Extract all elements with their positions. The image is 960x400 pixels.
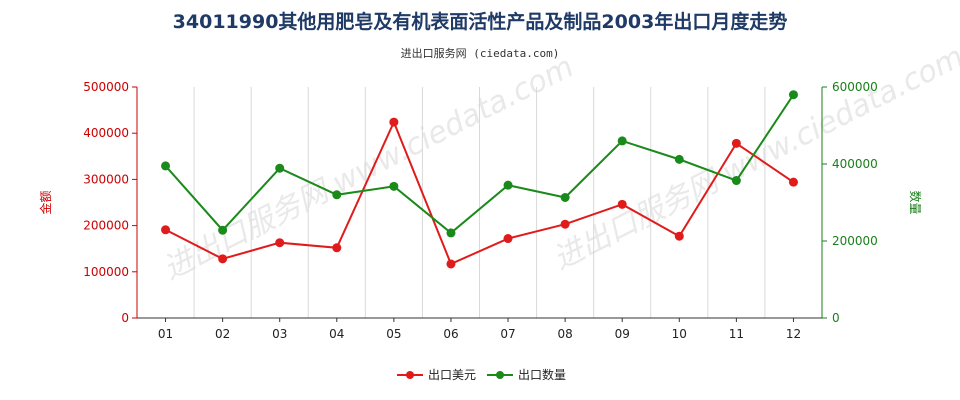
series-1-point xyxy=(218,254,228,264)
chart-title: 34011990其他用肥皂及有机表面活性产品及制品2003年出口月度走势 xyxy=(173,10,788,33)
x-tick-label: 12 xyxy=(786,327,801,341)
series-1-point xyxy=(731,138,741,148)
y-left-tick-label: 0 xyxy=(121,311,129,325)
series-1-point xyxy=(674,231,684,241)
series-2-point xyxy=(731,176,741,186)
y-right-tick-label: 0 xyxy=(832,311,840,325)
y-right-tick-label: 400000 xyxy=(832,157,878,171)
x-tick-label: 06 xyxy=(443,327,458,341)
series-1-point xyxy=(161,225,171,235)
series-1-point xyxy=(275,238,285,248)
axes: 0 100000 200000 300000 400000 500000 0 200000 40… xyxy=(83,80,878,341)
x-tick-label: 11 xyxy=(729,327,744,341)
y-left-tick-label: 400000 xyxy=(83,126,129,140)
x-tick-label: 02 xyxy=(215,327,230,341)
y-axis-left-label: 金额 xyxy=(38,190,53,214)
y-axis-right-label: 数量 xyxy=(908,190,923,214)
chart-subtitle: 进出口服务网 (ciedata.com) xyxy=(401,46,560,60)
y-left-tick-label: 200000 xyxy=(83,219,129,233)
y-left-tick-label: 500000 xyxy=(83,80,129,94)
series-2-point xyxy=(674,154,684,164)
series-2-point xyxy=(332,190,342,200)
series-2-point xyxy=(218,225,228,235)
series-1-point xyxy=(389,117,399,127)
y-left-tick-label: 100000 xyxy=(83,265,129,279)
y-left-tick-label: 300000 xyxy=(83,172,129,186)
series-2-point xyxy=(788,90,798,100)
x-tick-label: 01 xyxy=(158,327,173,341)
x-tick-label: 04 xyxy=(329,327,344,341)
series-line-1 xyxy=(165,119,795,266)
legend-label: 出口美元 xyxy=(428,368,476,382)
legend-label: 出口数量 xyxy=(518,367,566,382)
series-2-point xyxy=(161,161,171,171)
series-2-point xyxy=(503,180,513,190)
series-2-point xyxy=(560,192,570,202)
series-1-point xyxy=(503,234,513,244)
series-2-point xyxy=(446,228,456,238)
gridlines xyxy=(136,87,823,318)
y-right-tick-label: 200000 xyxy=(832,234,878,248)
series-1-point xyxy=(617,199,627,209)
series-layer xyxy=(161,90,798,269)
watermark-text: 进出口服务网 www.ciedata.com xyxy=(548,39,960,277)
x-tick-label: 03 xyxy=(272,327,287,341)
x-tick-label: 10 xyxy=(672,327,687,341)
x-tick-label: 05 xyxy=(386,327,401,341)
legend: 出口美元 出口数量 xyxy=(397,367,566,382)
series-2-point xyxy=(389,181,399,191)
series-2-point xyxy=(275,163,285,173)
series-line-2 xyxy=(164,94,795,235)
series-1-point xyxy=(332,243,342,253)
series-2-point xyxy=(617,136,627,146)
legend-swatch-marker xyxy=(496,371,504,379)
series-1-point xyxy=(560,219,570,229)
x-tick-label: 07 xyxy=(500,327,515,341)
series-1-point xyxy=(788,177,798,187)
x-tick-label: 09 xyxy=(615,327,630,341)
watermark-text: 进出口服务网 www.ciedata.com xyxy=(158,49,580,287)
series-1-point xyxy=(446,259,456,269)
y-right-tick-label: 600000 xyxy=(832,80,878,94)
x-tick-label: 08 xyxy=(557,327,572,341)
legend-swatch-marker xyxy=(406,371,414,379)
